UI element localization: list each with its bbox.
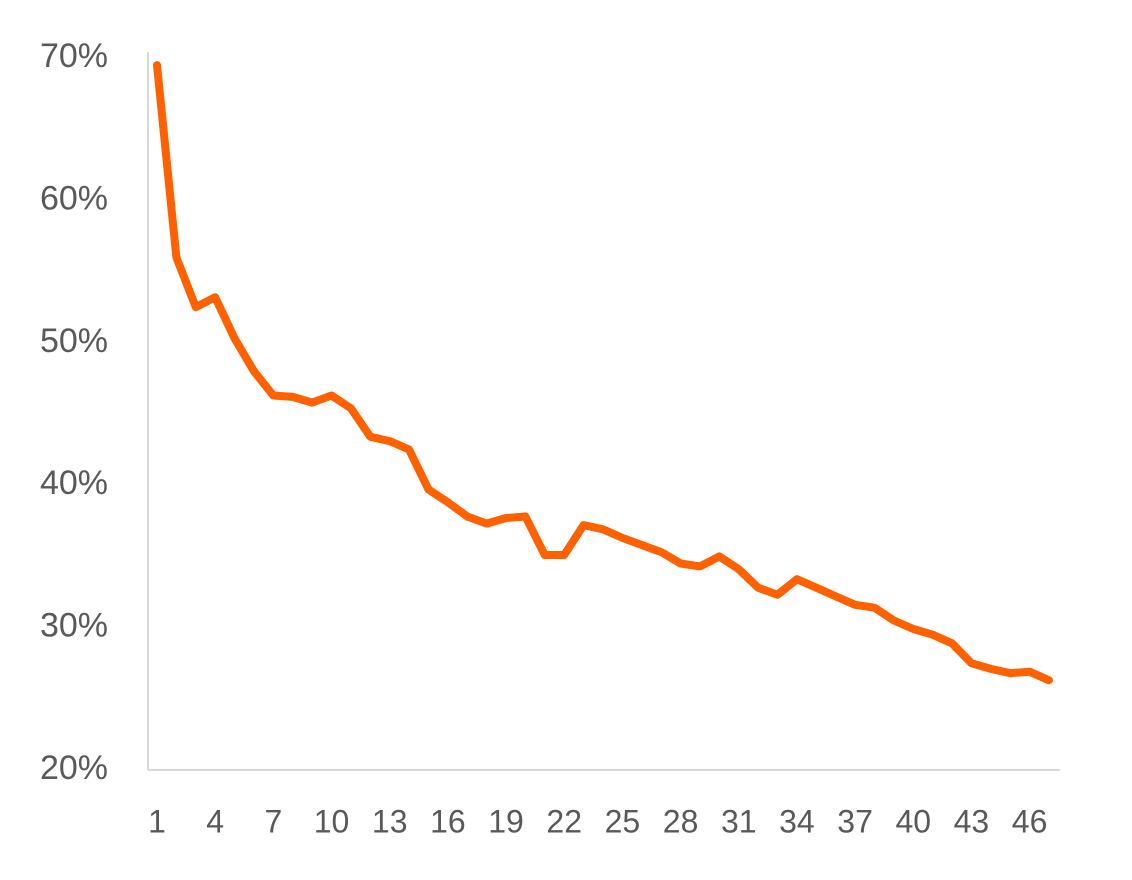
x-tick-label: 13 [372,803,408,839]
x-tick-label: 43 [954,803,990,839]
x-tick-label: 25 [605,803,641,839]
y-tick-label: 20% [40,749,108,787]
y-tick-label: 50% [40,322,108,360]
x-tick-label: 7 [264,803,282,839]
y-tick-label: 60% [40,179,108,217]
x-tick-label: 4 [206,803,224,839]
x-tick-label: 46 [1012,803,1048,839]
x-tick-label: 19 [488,803,524,839]
y-tick-label: 40% [40,464,108,502]
y-tick-label: 70% [40,37,108,75]
x-tick-label: 28 [663,803,699,839]
x-tick-label: 40 [895,803,931,839]
x-tick-label: 10 [314,803,350,839]
x-tick-label: 1 [148,803,166,839]
x-tick-label: 31 [721,803,757,839]
x-tick-label: 22 [546,803,582,839]
x-tick-label: 34 [779,803,815,839]
data-line [153,61,1053,685]
x-tick-label: 37 [837,803,873,839]
y-tick-label: 30% [40,607,108,645]
x-tick-label: 16 [430,803,466,839]
